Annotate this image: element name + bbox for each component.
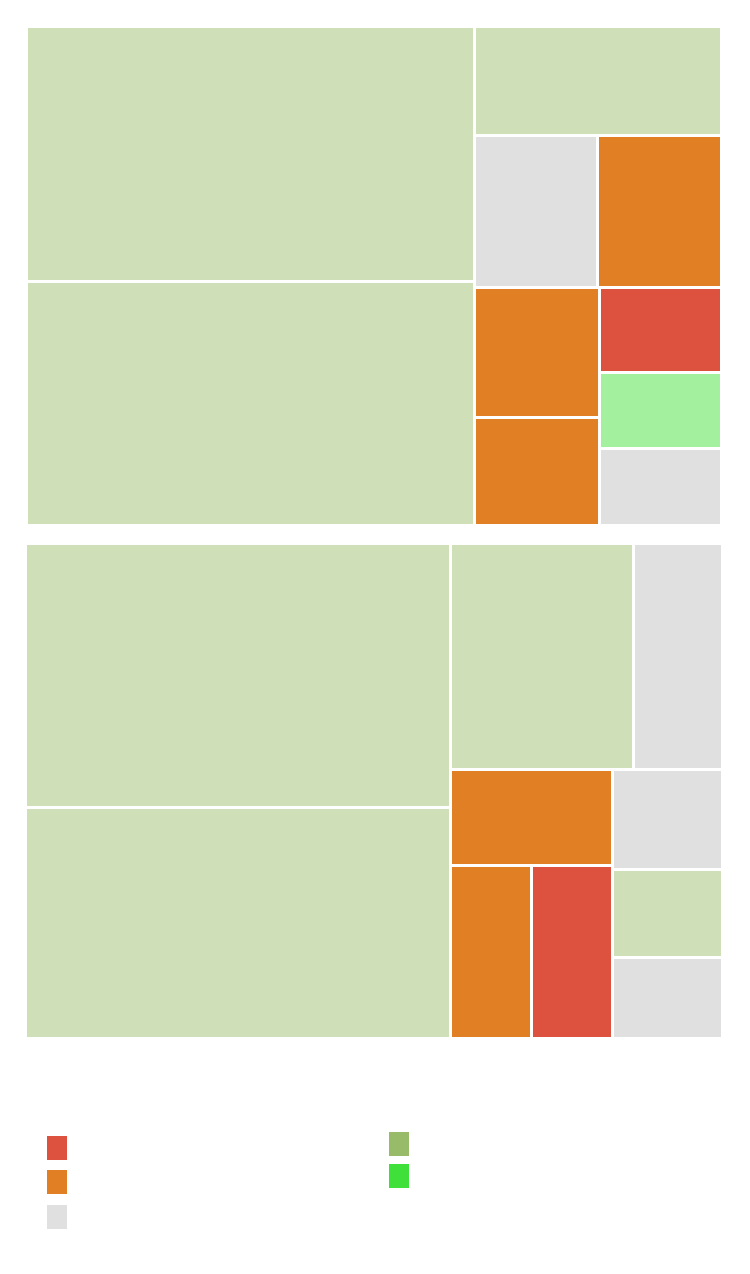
treemap-tile [475,137,597,286]
treemap-tile [475,288,598,416]
treemap-tile [533,866,612,1037]
treemap-tile [614,771,721,868]
treemap-tile [600,373,720,448]
treemap-tile [28,28,473,281]
treemap-top [28,28,720,524]
treemap-tile [599,137,720,286]
treemap-tile [27,809,450,1037]
treemap-tile [614,870,721,957]
treemap-tile [452,545,632,769]
treemap-bottom [27,545,721,1037]
legend-swatch-1 [47,1170,67,1194]
legend-swatch-4 [389,1164,409,1188]
treemap-tile [475,28,720,135]
legend-swatch-2 [47,1205,67,1229]
legend-swatch-0 [47,1136,67,1160]
treemap-tile [600,450,720,524]
treemap-tile [600,288,720,371]
treemap-tile [452,866,531,1037]
treemap-tile [614,959,721,1037]
legend-swatch-3 [389,1132,409,1156]
treemap-tile [452,771,612,864]
treemap-tile [475,418,598,524]
treemap-tile [28,283,473,524]
treemap-tile [634,545,721,769]
treemap-tile [27,545,450,807]
